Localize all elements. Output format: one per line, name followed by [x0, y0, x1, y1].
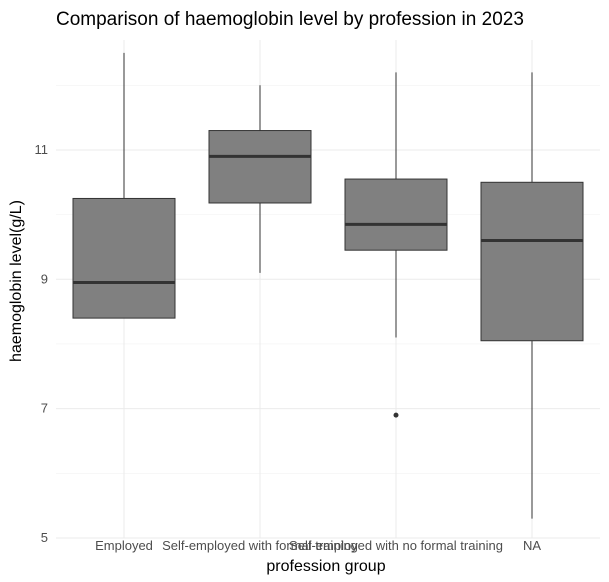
box-iqr	[208, 130, 312, 204]
boxes	[72, 52, 584, 519]
y-tick-label: 7	[41, 401, 48, 416]
box-group	[480, 72, 584, 519]
box-iqr	[480, 181, 584, 342]
x-tick-label: Employed	[95, 538, 153, 553]
x-axis-title: profession group	[266, 558, 385, 575]
y-axis-title: haemoglobin level(g/L)	[8, 200, 25, 362]
box-group	[344, 72, 448, 418]
y-tick-label: 11	[35, 142, 49, 157]
box-group	[72, 52, 176, 319]
y-tick-label: 9	[41, 271, 48, 286]
y-tick-label: 5	[41, 530, 48, 545]
box-iqr	[72, 197, 176, 319]
outlier-point	[393, 412, 399, 418]
y-axis-ticks: 5 7 9 11	[35, 142, 49, 545]
box-iqr	[344, 178, 448, 251]
x-tick-label: Self-employed with formal training	[162, 538, 358, 553]
x-axis-ticks: Employed Self-employed with formal traini…	[95, 538, 541, 553]
chart-title: Comparison of haemoglobin level by profe…	[56, 9, 524, 30]
x-tick-label: NA	[523, 538, 541, 553]
box-group	[208, 85, 312, 273]
x-tick-label: Self-employed with no formal training	[289, 538, 503, 553]
